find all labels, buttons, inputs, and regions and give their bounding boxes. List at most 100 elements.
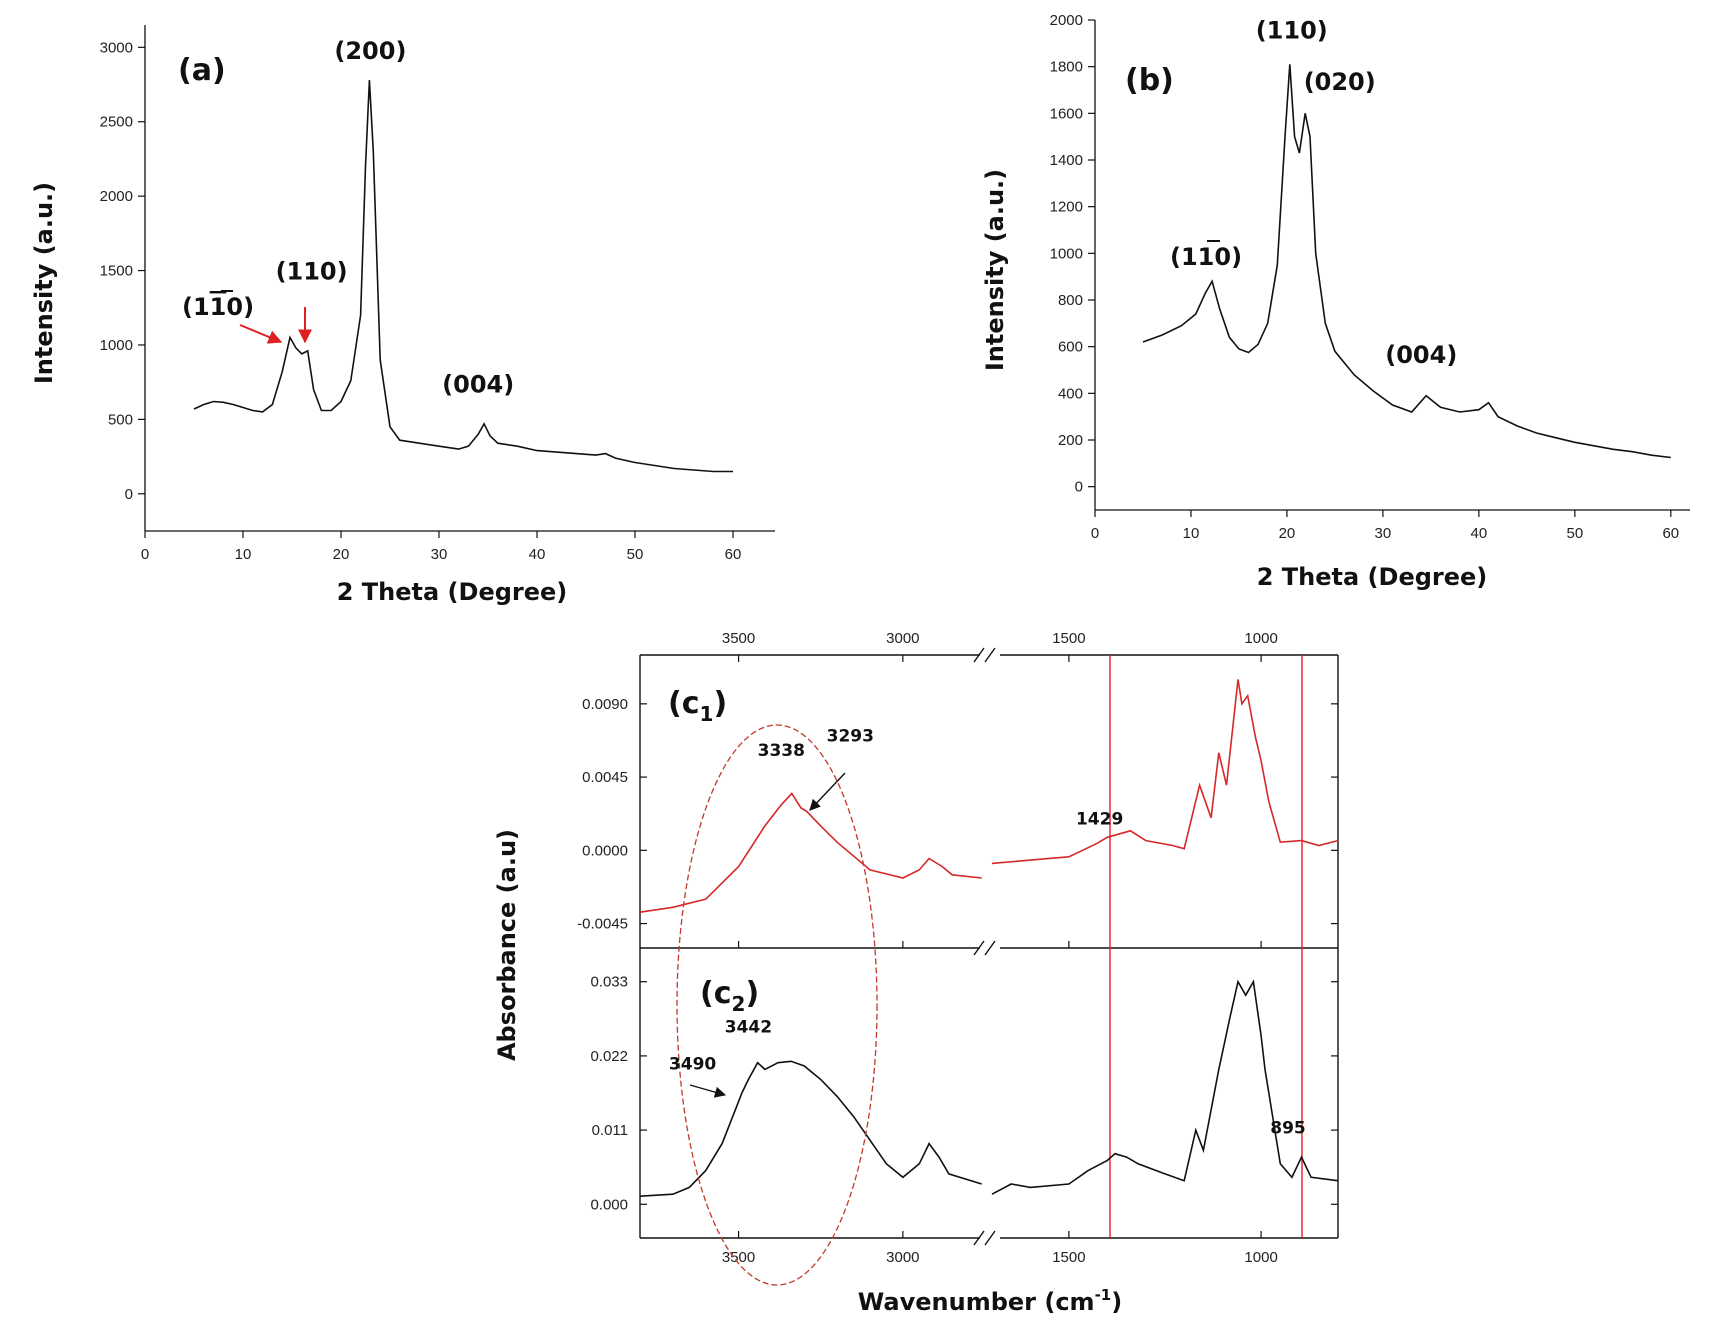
chart-a-ytick-label-1: 500 (108, 411, 133, 428)
chart-c1-series-line-right (991, 679, 1339, 865)
chart-a-xtick-label-3: 30 (431, 546, 448, 563)
chart-c: 3500 3000 1500 1000 3500 3000 1500 1000 -0.004… (493, 630, 1339, 1316)
chart-c-top-xtick-label-2: 1500 (1052, 630, 1085, 647)
chart-c2-series-line-left (639, 1060, 982, 1197)
chart-a-y-ticks: 0 500 1000 1500 2000 2500 3000 (100, 39, 145, 503)
chart-c2-arrow-3490 (689, 1084, 727, 1098)
chart-b-axes (1094, 20, 1690, 511)
chart-c-xlabel: Wavenumber (cm-1) (858, 1286, 1122, 1316)
chart-b: 0 200 400 600 800 1000 1200 1400 1600 1800 2000 0 1… (981, 12, 1690, 591)
chart-c2-series-line-right (991, 979, 1339, 1195)
chart-c1-ytick-label-2: 0.0045 (582, 769, 628, 786)
chart-b-ytick-label-0: 0 (1075, 479, 1083, 496)
chart-c1-peak-label-0: 3338 (758, 741, 805, 761)
chart-c-top-xtick-label-0: 3500 (722, 630, 755, 647)
chart-b-peak-1-10: (110) (1170, 243, 1242, 271)
chart-a-ytick-label-6: 3000 (100, 39, 133, 56)
chart-a: 0 500 1000 1500 2000 2500 3000 0 10 20 30 40 50 60 (… (30, 25, 775, 606)
chart-b-series-line (1142, 64, 1671, 459)
chart-c2-peak-label-0: 3442 (725, 1017, 772, 1037)
chart-b-ytick-label-5: 1000 (1050, 245, 1083, 262)
chart-a-annotations: (200) (110) (004) (276, 37, 515, 398)
chart-b-ytick-label-1: 200 (1058, 432, 1083, 449)
chart-b-ytick-label-7: 1400 (1050, 152, 1083, 169)
chart-c2-annotations: 3442 3490 895 (669, 1017, 1306, 1138)
chart-c-bottom-xtick-label-3: 1000 (1244, 1249, 1277, 1266)
chart-a-ytick-label-4: 2000 (100, 188, 133, 205)
chart-a-panel-label: (a) (178, 53, 226, 88)
chart-c2-panel-label: (c2) (700, 976, 759, 1016)
chart-a-axes (144, 25, 775, 532)
chart-a-series-line (193, 80, 733, 473)
chart-a-peak-label-0: (200) (334, 37, 406, 65)
chart-c1-ytick-label-0: -0.0045 (577, 916, 628, 933)
chart-c2-ytick-label-3: 0.033 (590, 974, 628, 991)
chart-b-xtick-label-1: 10 (1183, 525, 1200, 542)
chart-c2-ytick-label-0: 0.000 (590, 1196, 628, 1213)
chart-a-peak-label-2: (004) (442, 371, 514, 399)
chart-b-xtick-label-2: 20 (1279, 525, 1296, 542)
chart-b-xtick-label-3: 30 (1375, 525, 1392, 542)
chart-a-x-ticks: 0 10 20 30 40 50 60 (141, 531, 742, 563)
chart-b-peak-label-1: (020) (1304, 68, 1376, 96)
chart-b-ytick-label-10: 2000 (1050, 12, 1083, 29)
chart-b-xlabel: 2 Theta (Degree) (1257, 563, 1488, 591)
chart-c-bottom-xtick-label-2: 1500 (1052, 1249, 1085, 1266)
chart-a-ytick-label-2: 1000 (100, 337, 133, 354)
chart-c1-ytick-label-1: 0.0000 (582, 842, 628, 859)
chart-a-xtick-label-1: 10 (235, 546, 252, 563)
chart-c1-arrow-3293 (809, 772, 846, 811)
chart-c1-ytick-label-3: 0.0090 (582, 696, 628, 713)
chart-b-xtick-label-6: 60 (1662, 525, 1679, 542)
chart-a-xtick-label-6: 60 (725, 546, 742, 563)
chart-b-ytick-label-8: 1600 (1050, 105, 1083, 122)
chart-b-xtick-label-5: 50 (1566, 525, 1583, 542)
chart-a-peak-1-10: (110) (182, 293, 254, 321)
chart-c1-annotations: 3338 3293 1429 (758, 726, 1124, 829)
chart-c2-peak-label-1: 3490 (669, 1054, 716, 1074)
chart-c-top-xtick-label-1: 3000 (886, 630, 919, 647)
chart-a-ytick-label-0: 0 (125, 486, 133, 503)
chart-a-xtick-label-2: 20 (333, 546, 350, 563)
chart-c1-peak-label-1: 3293 (827, 726, 874, 746)
chart-b-ytick-label-3: 600 (1058, 339, 1083, 356)
chart-b-ytick-label-2: 400 (1058, 385, 1083, 402)
chart-c-bottom-xtick-label-1: 3000 (886, 1249, 919, 1266)
chart-a-xtick-label-0: 0 (141, 546, 149, 563)
chart-a-xtick-label-4: 40 (529, 546, 546, 563)
chart-b-ytick-label-4: 800 (1058, 292, 1083, 309)
chart-c1-y-ticks: -0.0045 0.0000 0.0045 0.0090 (577, 696, 1338, 933)
chart-b-peak-label-0: (110) (1256, 17, 1328, 45)
chart-b-ytick-label-6: 1200 (1050, 199, 1083, 216)
chart-a-ytick-label-5: 2500 (100, 114, 133, 131)
chart-c-ylabel: Absorbance (a.u) (493, 829, 521, 1061)
chart-b-panel-label: (b) (1125, 63, 1174, 98)
chart-c-reference-lines (1109, 655, 1303, 1238)
chart-c-top-x-ticks: 3500 3000 1500 1000 (722, 630, 1278, 948)
chart-a-arrow-1-10 (239, 324, 283, 344)
chart-b-peak-label-2: (004) (1385, 341, 1457, 369)
chart-c2-ytick-label-2: 0.022 (590, 1048, 628, 1065)
chart-c-bottom-x-ticks: 3500 3000 1500 1000 (722, 1231, 1278, 1266)
chart-c2-peak-label-2: 895 (1270, 1118, 1306, 1138)
chart-b-y-ticks: 0 200 400 600 800 1000 1200 1400 1600 1800 2000 (1050, 12, 1095, 496)
chart-b-annotations: (110) (020) (004) (1256, 17, 1458, 369)
chart-a-xtick-label-5: 50 (627, 546, 644, 563)
chart-c-top-xtick-label-3: 1000 (1244, 630, 1277, 647)
chart-c-highlight-ellipse (676, 724, 878, 1286)
chart-c-axis-break-marks (973, 647, 996, 1246)
chart-b-x-ticks: 0 10 20 30 40 50 60 (1091, 510, 1679, 542)
chart-b-xtick-label-0: 0 (1091, 525, 1099, 542)
chart-a-xlabel: 2 Theta (Degree) (337, 578, 568, 606)
chart-a-peak-label-1: (110) (276, 257, 348, 285)
chart-c2-ytick-label-1: 0.011 (592, 1122, 628, 1139)
chart-c-frame (639, 654, 1339, 1239)
chart-b-ylabel: Intensity (a.u.) (981, 169, 1009, 371)
chart-a-ytick-label-3: 1500 (100, 263, 133, 280)
chart-c1-series-line-left (639, 792, 982, 913)
chart-c2-y-ticks: 0.000 0.011 0.022 0.033 (590, 974, 1338, 1213)
chart-a-ylabel: Intensity (a.u.) (30, 182, 58, 384)
chart-c1-peak-label-2: 1429 (1076, 809, 1123, 829)
chart-b-xtick-label-4: 40 (1471, 525, 1488, 542)
